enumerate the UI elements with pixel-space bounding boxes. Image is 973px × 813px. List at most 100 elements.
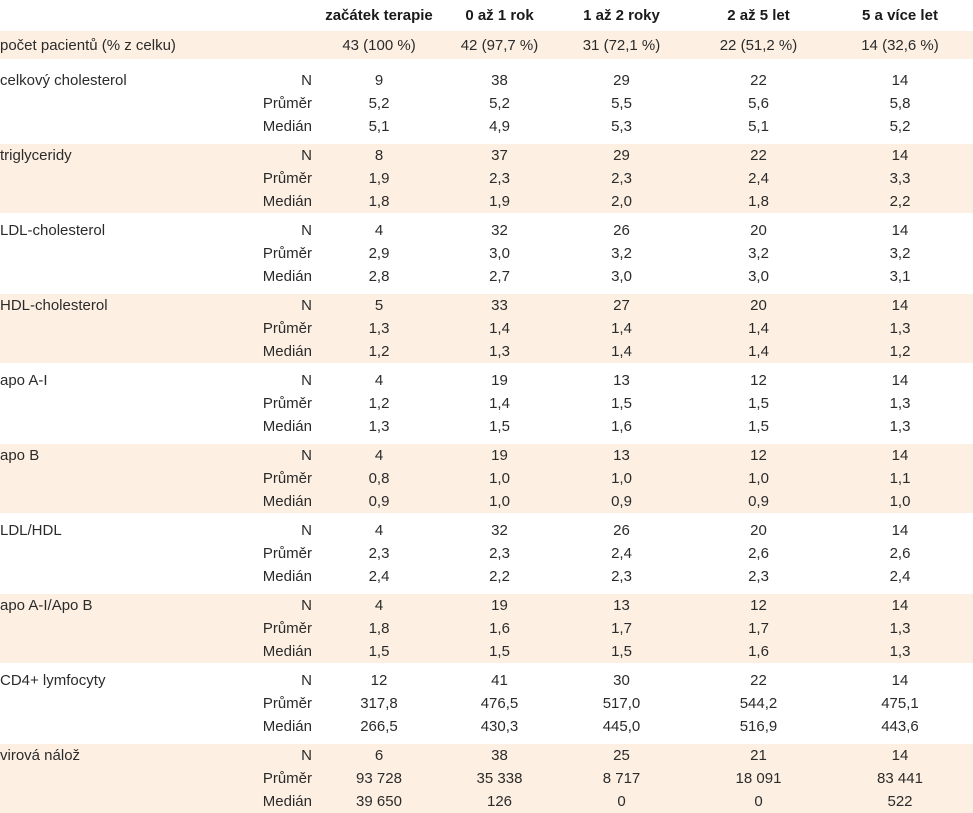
stat-label: Průměr <box>262 395 312 412</box>
parameter-group: apo B N 4 19 13 12 14 Průměr 0,8 1,0 1,0 1,0 1,1 Medi… <box>0 444 973 513</box>
value-cell: 1,5 <box>553 640 690 663</box>
value-cell: 22 <box>690 144 827 167</box>
stat-label: N <box>301 372 312 389</box>
value-cell: 443,6 <box>881 718 919 735</box>
stat-label: Medián <box>205 340 312 363</box>
stat-label: Průměr <box>205 767 312 790</box>
table-row: Průměr 1,8 1,6 1,7 1,7 1,3 <box>0 617 973 640</box>
stat-label: N <box>205 594 312 617</box>
value-cell: 1,7 <box>553 617 690 640</box>
value-cell: 2,0 <box>553 190 690 213</box>
parameter-name-empty <box>0 767 205 790</box>
value-cell: 4 <box>374 222 384 239</box>
value-cell: 5,2 <box>368 95 390 112</box>
value-cell: 3,2 <box>889 245 911 262</box>
value-cell: 5 <box>312 294 446 317</box>
value-cell: 3,2 <box>611 245 632 262</box>
parameter-group: CD4+ lymfocyty N 12 41 30 22 14 Průměr 317,8 476,… <box>0 669 973 738</box>
value-cell: 32 <box>491 222 508 239</box>
value-cell: 0 <box>553 790 690 813</box>
value-cell: 9 <box>374 72 384 89</box>
stat-label: N <box>205 294 312 317</box>
stat-label: Průměr <box>262 545 312 562</box>
table-row: virová nálož N 6 38 25 21 14 <box>0 744 973 767</box>
parameter-name-empty <box>0 415 205 438</box>
value-cell: 2,6 <box>748 545 769 562</box>
value-cell: 2,4 <box>368 568 390 585</box>
value-cell: 1,4 <box>489 395 510 412</box>
value-cell: 4 <box>312 444 446 467</box>
value-cell: 83 441 <box>827 767 973 790</box>
value-cell: 3,1 <box>889 268 911 285</box>
table-row: Medián 0,9 1,0 0,9 0,9 1,0 <box>0 490 973 513</box>
parameter-group: LDL/HDL N 4 32 26 20 14 Průměr 2,3 2,3 2,4 2,6 2,6 Me… <box>0 519 973 588</box>
value-cell: 1,5 <box>489 418 510 435</box>
value-cell: 522 <box>827 790 973 813</box>
parameter-name: LDL-cholesterol <box>0 222 106 239</box>
value-cell: 6 <box>312 744 446 767</box>
table-row: Průměr 5,2 5,2 5,5 5,6 5,8 <box>0 92 973 115</box>
stat-label: N <box>205 444 312 467</box>
table-row: HDL-cholesterol N 5 33 27 20 14 <box>0 294 973 317</box>
table-row: Medián 266,5 430,3 445,0 516,9 443,6 <box>0 715 973 738</box>
value-cell: 2,4 <box>889 568 911 585</box>
patient-count-cell: 43 (100 %) <box>312 31 446 59</box>
value-cell: 1,5 <box>611 395 632 412</box>
table-row: Průměr 1,9 2,3 2,3 2,4 3,3 <box>0 167 973 190</box>
stat-label: Medián <box>262 418 312 435</box>
value-cell: 14 <box>891 222 909 239</box>
value-cell: 41 <box>491 672 508 689</box>
value-cell: 2,3 <box>553 167 690 190</box>
value-cell: 2,4 <box>690 167 827 190</box>
stat-label: Průměr <box>262 95 312 112</box>
value-cell: 0,8 <box>312 467 446 490</box>
value-cell: 3,2 <box>748 245 769 262</box>
value-cell: 5,5 <box>611 95 632 112</box>
value-cell: 1,7 <box>690 617 827 640</box>
value-cell: 1,6 <box>611 418 632 435</box>
stat-label: Medián <box>205 190 312 213</box>
parameter-name: apo A-I <box>0 372 48 389</box>
parameter-name: triglyceridy <box>0 144 205 167</box>
group-spacer <box>0 59 973 69</box>
patient-count-cell: 22 (51,2 %) <box>690 31 827 59</box>
value-cell: 1,4 <box>446 317 553 340</box>
value-cell: 1,3 <box>889 418 911 435</box>
value-cell: 18 091 <box>690 767 827 790</box>
value-cell: 266,5 <box>360 718 398 735</box>
value-cell: 2,2 <box>489 568 510 585</box>
table-row: LDL-cholesterol N 4 32 26 20 14 <box>0 219 973 242</box>
table-row: Medián 2,8 2,7 3,0 3,0 3,1 <box>0 265 973 288</box>
parameter-name: apo A-I/Apo B <box>0 594 205 617</box>
value-cell: 14 <box>827 444 973 467</box>
value-cell: 517,0 <box>602 695 641 712</box>
value-cell: 19 <box>446 594 553 617</box>
patient-count-cell: 31 (72,1 %) <box>553 31 690 59</box>
value-cell: 4,9 <box>489 118 510 135</box>
value-cell: 5,2 <box>889 118 911 135</box>
value-cell: 3,0 <box>489 245 510 262</box>
value-cell: 1,9 <box>312 167 446 190</box>
parameter-group: celkový cholesterol N 9 38 29 22 14 Průměr 5,2 5,… <box>0 69 973 138</box>
value-cell: 1,0 <box>446 467 553 490</box>
value-cell: 20 <box>750 222 767 239</box>
value-cell: 26 <box>613 522 630 539</box>
value-cell: 1,6 <box>690 640 827 663</box>
value-cell: 14 <box>827 594 973 617</box>
parameter-name-empty <box>0 92 205 115</box>
value-cell: 1,4 <box>553 317 690 340</box>
stat-label: Medián <box>205 490 312 513</box>
value-cell: 126 <box>446 790 553 813</box>
table-row: Průměr 1,3 1,4 1,4 1,4 1,3 <box>0 317 973 340</box>
value-cell: 5,1 <box>368 118 390 135</box>
value-cell: 0,9 <box>553 490 690 513</box>
value-cell: 4 <box>374 372 384 389</box>
value-cell: 2,8 <box>368 268 390 285</box>
value-cell: 13 <box>613 372 630 389</box>
parameter-name-empty <box>0 640 205 663</box>
parameter-name-empty <box>0 490 205 513</box>
value-cell: 19 <box>446 444 553 467</box>
value-cell: 2,4 <box>611 545 632 562</box>
value-cell: 22 <box>750 72 767 89</box>
value-cell: 27 <box>553 294 690 317</box>
